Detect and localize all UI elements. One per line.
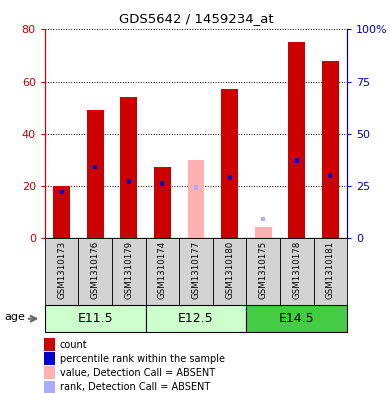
- Bar: [179, 238, 213, 305]
- Bar: [160, 181, 165, 186]
- Text: rank, Detection Call = ABSENT: rank, Detection Call = ABSENT: [60, 382, 210, 392]
- Bar: [246, 238, 280, 305]
- Bar: [45, 238, 78, 305]
- Bar: [44, 380, 55, 393]
- Text: GSM1310179: GSM1310179: [124, 241, 133, 299]
- Text: percentile rank within the sample: percentile rank within the sample: [60, 354, 225, 364]
- Bar: [112, 238, 145, 305]
- Bar: [44, 366, 55, 380]
- Bar: [53, 185, 70, 238]
- Bar: [78, 238, 112, 305]
- Bar: [295, 158, 299, 163]
- Bar: [188, 160, 204, 238]
- Bar: [221, 89, 238, 238]
- Bar: [255, 227, 271, 238]
- Text: GSM1310174: GSM1310174: [158, 241, 167, 299]
- Text: GSM1310180: GSM1310180: [225, 241, 234, 299]
- Bar: [45, 305, 145, 332]
- Bar: [127, 179, 131, 184]
- Text: E12.5: E12.5: [178, 312, 214, 325]
- Bar: [246, 305, 347, 332]
- Text: value, Detection Call = ABSENT: value, Detection Call = ABSENT: [60, 368, 215, 378]
- Text: GSM1310177: GSM1310177: [191, 241, 200, 299]
- Bar: [328, 173, 332, 178]
- Text: E11.5: E11.5: [77, 312, 113, 325]
- Text: GSM1310173: GSM1310173: [57, 241, 66, 299]
- Text: E14.5: E14.5: [279, 312, 315, 325]
- Bar: [288, 42, 305, 238]
- Bar: [145, 305, 246, 332]
- Bar: [44, 352, 55, 365]
- Bar: [194, 185, 198, 190]
- Bar: [322, 61, 339, 238]
- Text: GSM1310175: GSM1310175: [259, 241, 268, 299]
- Bar: [44, 338, 55, 351]
- Bar: [280, 238, 314, 305]
- Bar: [227, 175, 232, 180]
- Text: GSM1310181: GSM1310181: [326, 241, 335, 299]
- Text: count: count: [60, 340, 87, 350]
- Bar: [87, 110, 104, 238]
- Bar: [314, 238, 347, 305]
- Bar: [93, 165, 97, 169]
- Bar: [145, 238, 179, 305]
- Bar: [213, 238, 246, 305]
- Title: GDS5642 / 1459234_at: GDS5642 / 1459234_at: [119, 13, 273, 26]
- Bar: [60, 189, 64, 194]
- Bar: [154, 167, 171, 238]
- Bar: [261, 217, 265, 221]
- Text: age: age: [5, 312, 25, 322]
- Text: GSM1310176: GSM1310176: [91, 241, 100, 299]
- Bar: [121, 97, 137, 238]
- Text: GSM1310178: GSM1310178: [292, 241, 301, 299]
